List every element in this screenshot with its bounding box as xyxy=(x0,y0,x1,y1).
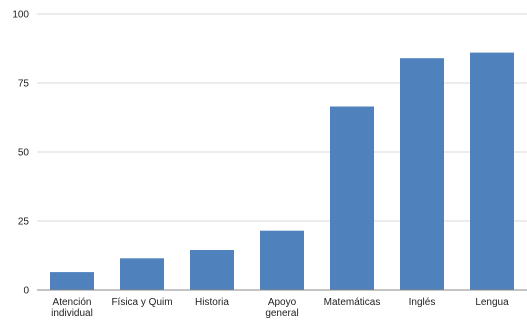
bar xyxy=(50,272,94,290)
x-category-label: Historia xyxy=(195,297,229,308)
x-category-label-line: individual xyxy=(51,308,93,319)
x-axis-category-labels: Atención individual Física y Quim Historia A… xyxy=(51,297,509,319)
bar xyxy=(120,258,164,290)
x-category-label-line: Apoyo xyxy=(268,297,297,308)
y-tick-label: 0 xyxy=(23,286,29,297)
x-category-label-line: Historia xyxy=(195,297,229,308)
y-tick-label: 100 xyxy=(12,10,29,21)
x-category-label: Matemáticas xyxy=(324,297,381,308)
bars xyxy=(50,52,514,291)
x-category-label-line: Inglés xyxy=(409,297,436,308)
x-category-label: Atención individual xyxy=(51,297,93,319)
bar xyxy=(190,250,234,290)
bar xyxy=(400,58,444,291)
bar xyxy=(470,52,514,290)
x-category-label: Inglés xyxy=(409,297,436,308)
y-tick-label: 75 xyxy=(18,79,30,90)
x-category-label-line: Física y Quim xyxy=(111,297,172,308)
bar xyxy=(260,230,304,290)
x-category-label-line: general xyxy=(265,308,298,319)
x-category-label: Física y Quim xyxy=(111,297,172,308)
x-category-label-line: Lengua xyxy=(475,297,509,308)
x-category-label: Lengua xyxy=(475,297,509,308)
x-category-label-line: Matemáticas xyxy=(324,297,381,308)
y-tick-label: 25 xyxy=(18,217,30,228)
x-category-label-line: Atención xyxy=(53,297,92,308)
y-axis-tick-labels: 0 25 50 75 100 xyxy=(12,10,29,297)
x-category-label: Apoyo general xyxy=(265,297,298,319)
gridlines xyxy=(37,13,527,222)
bar xyxy=(330,106,374,290)
y-tick-label: 50 xyxy=(18,148,30,159)
